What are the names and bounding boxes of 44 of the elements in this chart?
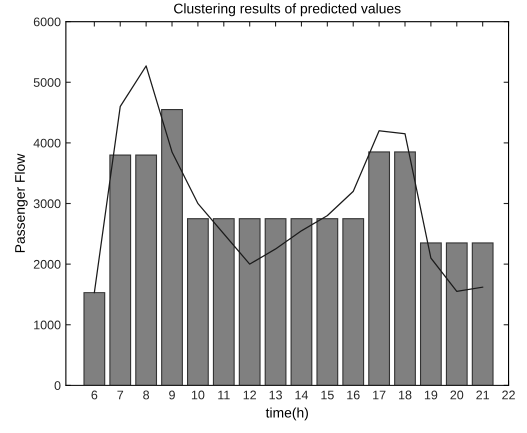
- bar: [212, 218, 235, 386]
- y-tick-label: 4000: [33, 138, 61, 148]
- bar: [83, 292, 106, 386]
- x-tick-label: 16: [347, 390, 360, 400]
- bar: [394, 151, 416, 386]
- bar: [238, 218, 261, 386]
- bar: [472, 242, 494, 386]
- x-tick-label: 15: [321, 390, 334, 400]
- chart-title: Clustering results of predicted values: [174, 3, 401, 16]
- x-axis-title: time(h): [266, 407, 308, 420]
- x-tick-label: 8: [143, 390, 150, 400]
- y-tick-label: 5000: [34, 78, 61, 87]
- x-tick-label: 22: [502, 390, 515, 400]
- bar: [109, 154, 132, 386]
- x-tick-label: 18: [399, 390, 412, 400]
- x-tick-label: 9: [169, 390, 175, 400]
- bar: [290, 218, 312, 386]
- y-tick-label: 3000: [34, 199, 61, 208]
- bar: [446, 242, 468, 386]
- x-tick-label: 10: [192, 390, 204, 400]
- x-tick-label: 19: [424, 390, 438, 400]
- y-tick-label: 1000: [34, 320, 61, 330]
- bar: [420, 242, 442, 386]
- bar: [264, 218, 286, 386]
- bar: [368, 151, 390, 386]
- bar: [161, 108, 183, 386]
- x-tick-label: 20: [450, 390, 464, 400]
- y-tick-label: 6000: [34, 17, 61, 26]
- bar: [135, 154, 158, 386]
- y-tick-label: 2000: [34, 260, 61, 269]
- x-tick-label: 13: [270, 390, 282, 400]
- x-tick-label: 6: [92, 390, 98, 400]
- x-tick-label: 17: [373, 390, 386, 400]
- x-tick-label: 7: [117, 390, 124, 400]
- bar: [342, 218, 364, 386]
- y-axis-title: Passenger Flow: [14, 154, 28, 252]
- x-tick-label: 21: [476, 390, 490, 400]
- bar: [186, 218, 209, 386]
- x-tick-label: 14: [295, 390, 308, 400]
- line-series: [94, 65, 484, 294]
- x-tick-label: 12: [244, 390, 256, 400]
- y-tick-label: 0: [54, 381, 61, 390]
- x-tick-label: 11: [218, 390, 230, 400]
- bar: [316, 218, 338, 386]
